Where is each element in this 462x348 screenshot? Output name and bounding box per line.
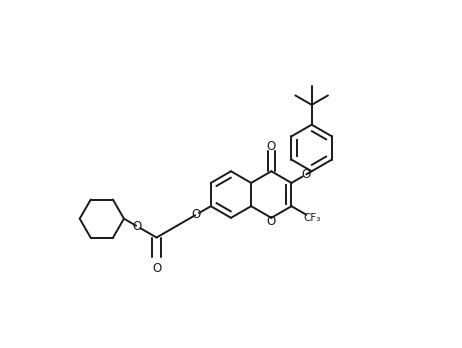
Text: O: O [152, 262, 161, 275]
Text: O: O [267, 140, 276, 153]
Text: CF₃: CF₃ [303, 213, 320, 223]
Text: O: O [191, 208, 201, 221]
Text: O: O [132, 220, 141, 232]
Text: O: O [267, 215, 276, 228]
Text: O: O [301, 168, 310, 181]
